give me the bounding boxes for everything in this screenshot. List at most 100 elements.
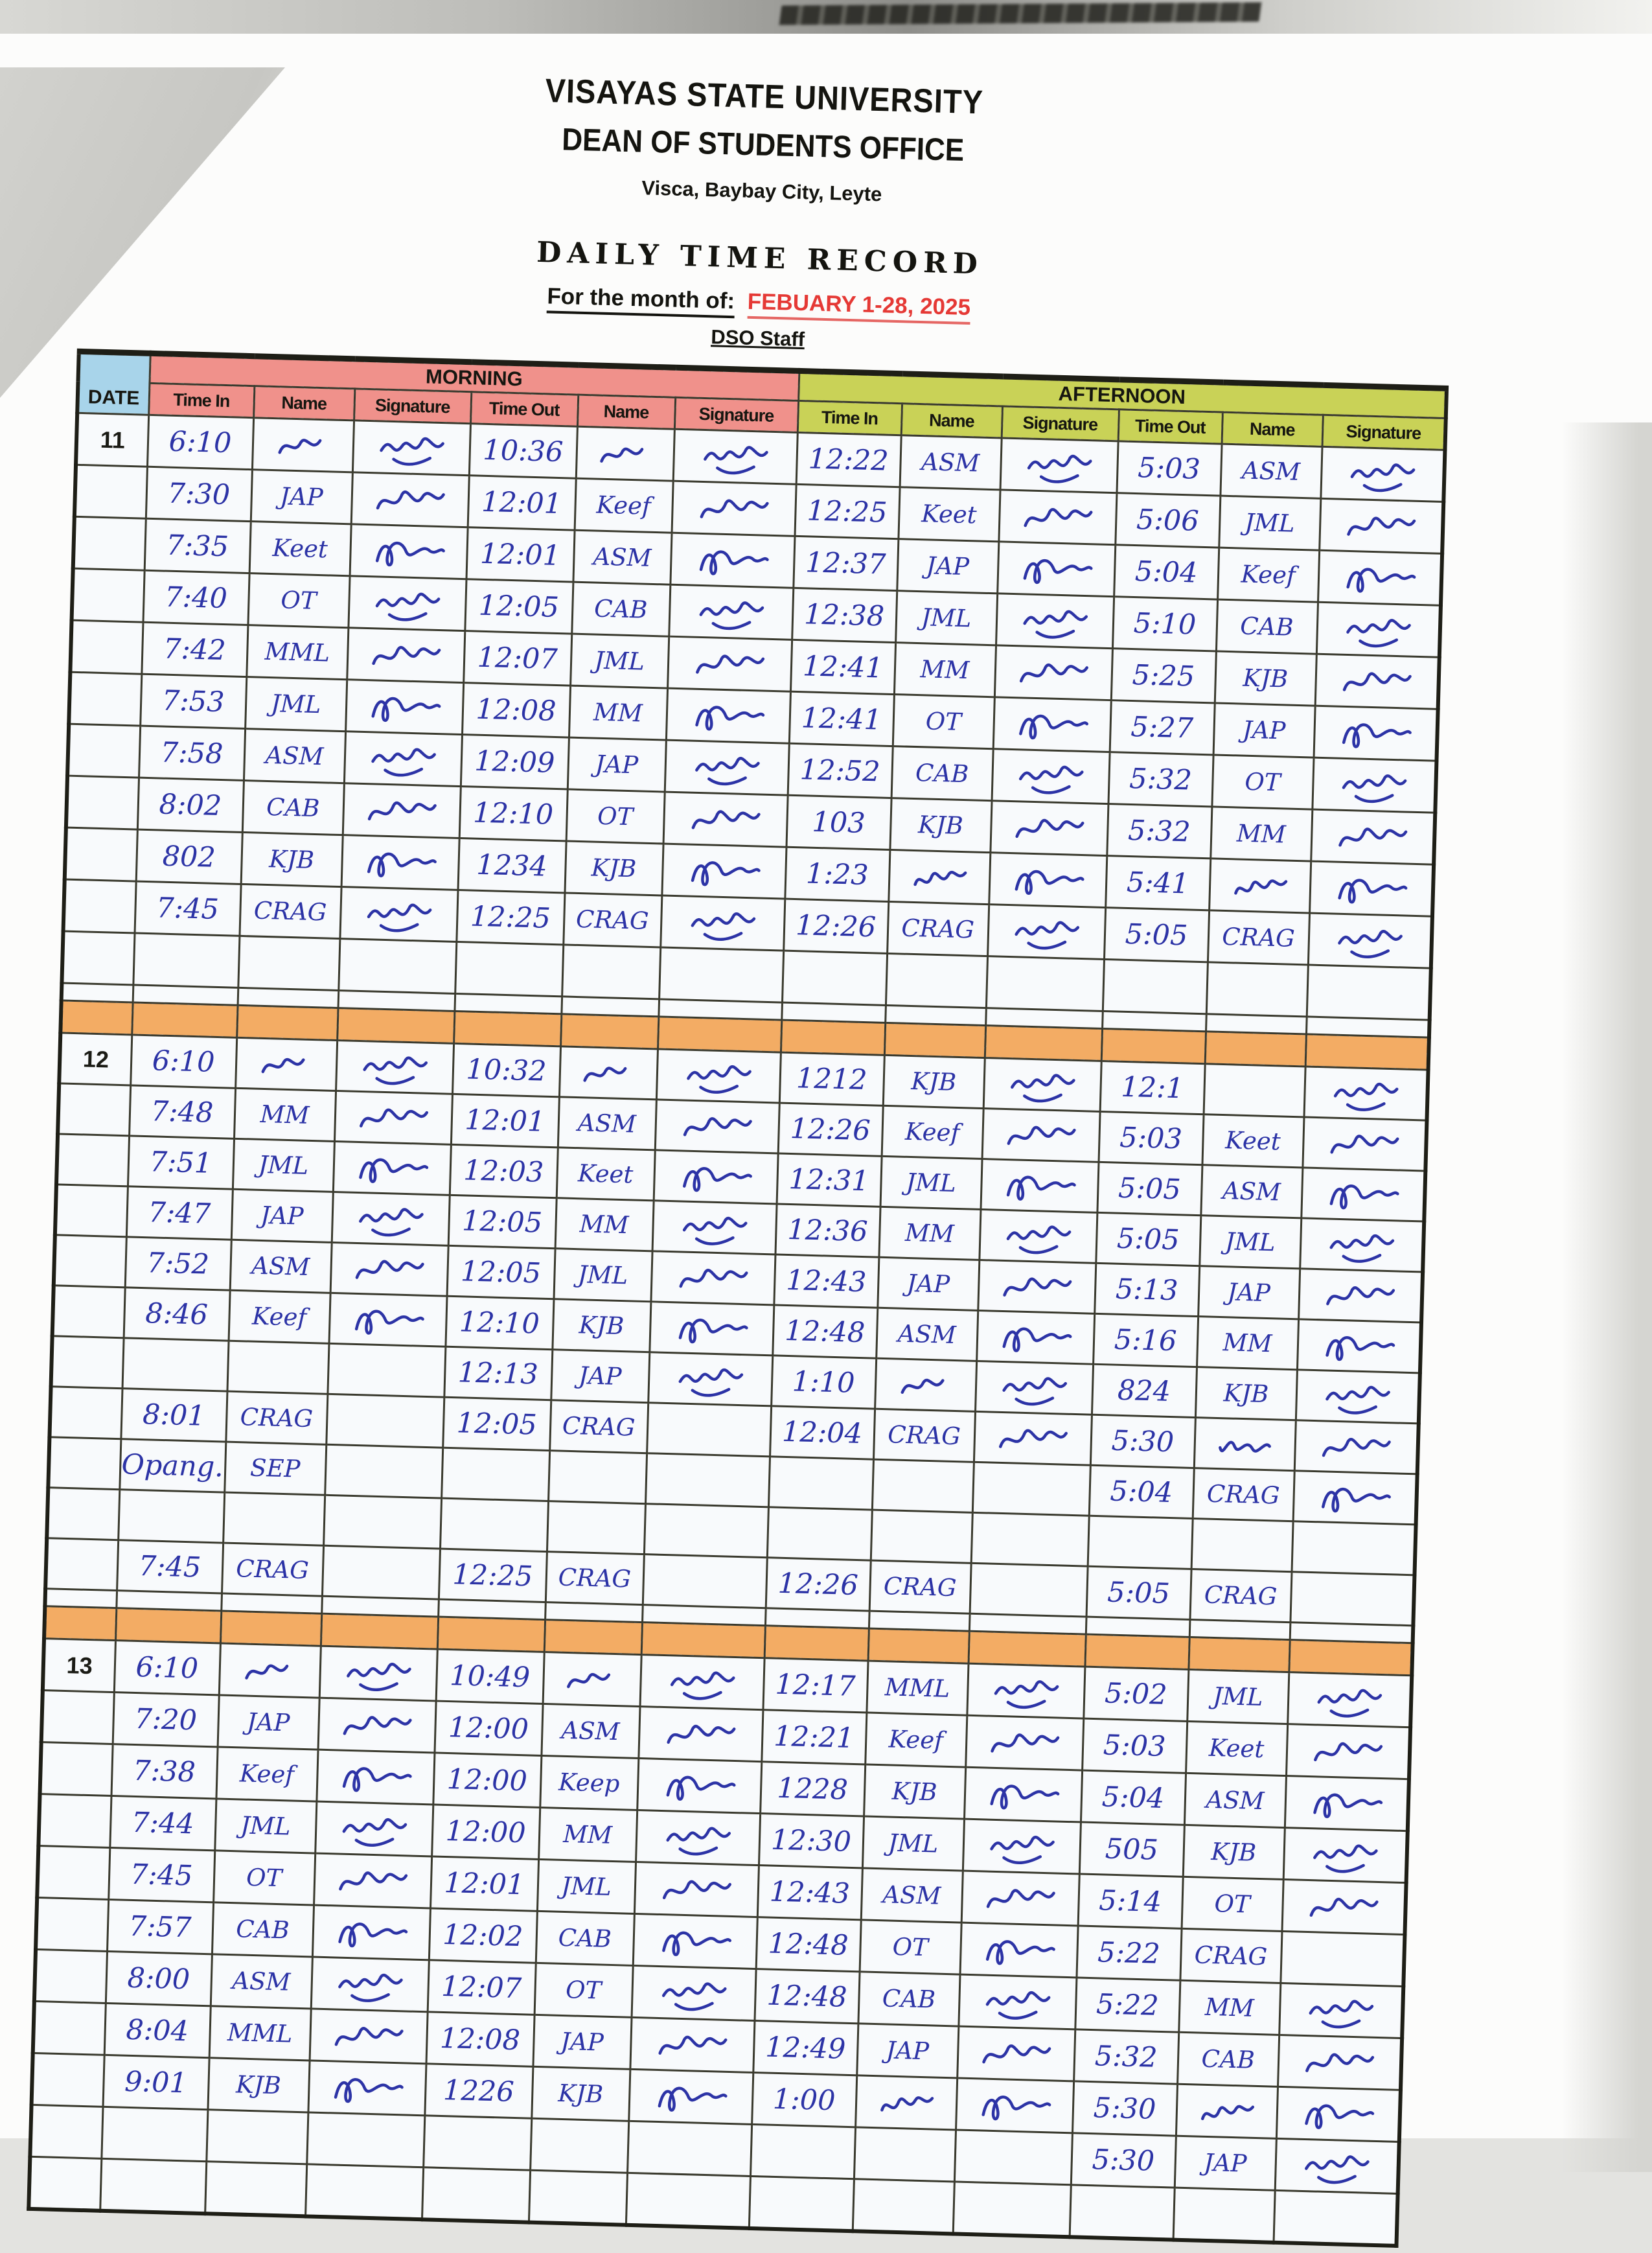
cell-signature xyxy=(664,740,789,796)
cell-signature xyxy=(972,1462,1090,1516)
cell-time-in: 103 xyxy=(786,795,891,850)
cell-time-in: 1212 xyxy=(779,1052,884,1106)
month-label: For the month of: xyxy=(546,283,735,319)
cell-signature xyxy=(989,852,1107,908)
cell-signature xyxy=(997,541,1116,597)
cell-time-in: 12:22 xyxy=(796,432,901,487)
cell-signature xyxy=(965,1715,1084,1771)
signature-scribble xyxy=(354,1310,424,1335)
separator-cell xyxy=(1305,1034,1429,1070)
cell-time-out: 10:36 xyxy=(468,423,577,479)
cell-name: Keef xyxy=(574,478,673,533)
cell-time-out: 12:00 xyxy=(433,1752,542,1808)
name-scribble xyxy=(261,1057,305,1073)
spacer-cell xyxy=(1102,1011,1206,1032)
cell-name: OT xyxy=(1211,754,1314,810)
cell-signature xyxy=(345,679,464,735)
cell-signature xyxy=(648,1352,773,1406)
signature-scribble xyxy=(682,1216,748,1245)
cell-name xyxy=(1175,2084,1278,2139)
cell-time-in: 12:48 xyxy=(772,1304,878,1359)
cell-time-in: 7:40 xyxy=(143,570,249,625)
signature-scribble xyxy=(1305,2053,1375,2072)
separator-cell xyxy=(1188,1637,1290,1672)
spacer-cell xyxy=(1085,1617,1190,1637)
cell-name: JML xyxy=(1187,1669,1289,1724)
signature-scribble xyxy=(1006,1175,1076,1201)
col-header-time-in: Time In xyxy=(148,383,255,418)
cell-time-in: 8:46 xyxy=(123,1287,230,1341)
row-date12-6: 8:46 Keef 12:10 KJB 12:48 ASM 5:16 MM xyxy=(52,1285,1422,1373)
cell-time-out: 12:09 xyxy=(460,734,569,789)
spacer-cell xyxy=(545,1602,643,1623)
name-scribble xyxy=(880,2096,934,2112)
cell-time-out: 5:32 xyxy=(1108,752,1213,807)
cell-signature xyxy=(317,1698,436,1753)
row-date11-10: 7:45 CRAG 12:25 CRAG 12:26 CRAG 5:05 CRAG xyxy=(63,879,1432,969)
spacer-cell xyxy=(237,988,339,1008)
signature-scribble xyxy=(342,1818,407,1847)
signature-scribble xyxy=(699,601,764,630)
cell-signature xyxy=(1280,1931,1405,1987)
cell-time-out: 12:25 xyxy=(456,890,565,945)
cell-name: CRAG xyxy=(869,1560,971,1614)
cell-time-in: 12:41 xyxy=(788,691,894,746)
cell-signature xyxy=(314,1853,432,1908)
cell-name xyxy=(238,936,340,991)
cell-name: JML xyxy=(880,1156,982,1210)
cell-time-in: 6:10 xyxy=(130,1034,237,1089)
cell-time-in: 7:57 xyxy=(107,1899,214,1954)
spacer-cell xyxy=(781,1002,886,1023)
cell-signature xyxy=(332,1141,451,1196)
separator-cell xyxy=(1101,1028,1206,1064)
row-date13-4: 7:44 JML 12:00 MM 12:30 JML 505 KJB xyxy=(38,1794,1408,1883)
date-empty-cell xyxy=(38,1794,111,1848)
cell-name: KJB xyxy=(1182,1825,1285,1880)
cell-name: MM xyxy=(1210,806,1313,862)
cell-name: CAB xyxy=(858,1971,960,2027)
cell-signature xyxy=(638,1706,763,1762)
row-date13-9: 9:01 KJB 1226 KJB 1:00 5:30 xyxy=(31,2053,1401,2142)
signature-scribble xyxy=(700,499,769,518)
cell-time-out: 10:32 xyxy=(452,1043,561,1097)
signature-scribble xyxy=(704,446,768,474)
separator-cell xyxy=(1084,1634,1189,1670)
date-empty-cell xyxy=(65,776,139,830)
spacer-cell xyxy=(1189,1619,1291,1640)
signature-scribble xyxy=(991,1733,1060,1753)
cell-signature xyxy=(976,1310,1095,1365)
cell-time-in: 12:17 xyxy=(763,1658,868,1713)
cell-time-out: 12:01 xyxy=(467,475,576,531)
cell-time-out xyxy=(1087,1516,1193,1569)
cell-signature xyxy=(656,1048,781,1103)
cell-name: JML xyxy=(1199,1215,1302,1269)
cell-name: ASM xyxy=(229,1240,332,1293)
date-empty-cell xyxy=(49,1386,122,1439)
signature-scribble xyxy=(360,1108,429,1127)
cell-time-out: 5:03 xyxy=(1116,441,1222,496)
cell-time-out: 12:07 xyxy=(427,1959,536,2015)
cell-name xyxy=(1209,858,1311,914)
cell-signature xyxy=(970,1512,1089,1567)
cell-signature xyxy=(1290,1571,1415,1626)
spacer-cell xyxy=(221,1593,322,1614)
date-empty-cell xyxy=(30,2105,103,2159)
cell-name: KJB xyxy=(889,798,992,853)
date-empty-cell xyxy=(54,1184,128,1237)
cell-name: KJB xyxy=(564,840,663,895)
cell-signature xyxy=(627,2121,752,2177)
cell-time-in: 12:43 xyxy=(757,1865,862,1920)
cell-signature xyxy=(630,2017,755,2073)
separator-cell xyxy=(132,1002,238,1038)
date-empty-cell xyxy=(51,1335,124,1389)
col-header-name: Name xyxy=(577,395,676,430)
cell-time-in xyxy=(750,2124,856,2179)
cell-time-out: 5:30 xyxy=(1070,2132,1176,2188)
spacer-cell xyxy=(61,982,133,1002)
date-empty-cell xyxy=(56,1133,130,1186)
cell-signature xyxy=(634,1862,759,1917)
separator-cell xyxy=(657,1016,782,1053)
cell-signature xyxy=(670,533,795,588)
signature-scribble xyxy=(355,1260,424,1279)
signature-scribble xyxy=(695,756,760,785)
